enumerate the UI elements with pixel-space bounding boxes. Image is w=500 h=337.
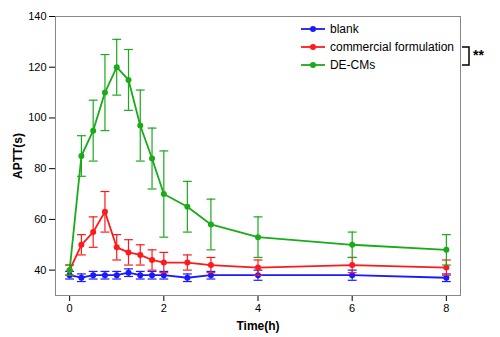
svg-text:80: 80	[34, 162, 46, 174]
svg-text:2: 2	[161, 302, 167, 314]
svg-text:40: 40	[34, 264, 46, 276]
html-text:blank: blank	[330, 22, 359, 36]
svg-text:6: 6	[349, 302, 355, 314]
svg-text:8: 8	[443, 302, 449, 314]
svg-text:140: 140	[28, 10, 46, 22]
svg-text:APTT(s): APTT(s)	[11, 133, 25, 179]
svg-text:4: 4	[255, 302, 261, 314]
html-text:DE-CMs: DE-CMs	[330, 58, 376, 72]
svg-text:Time(h): Time(h)	[236, 319, 279, 333]
svg-text:120: 120	[28, 61, 46, 73]
svg-text:60: 60	[34, 213, 46, 225]
svg-text:0: 0	[67, 302, 73, 314]
svg-text:100: 100	[28, 111, 46, 123]
svg-text:**: **	[473, 47, 484, 63]
html-text:commercial formulation: commercial formulation	[330, 40, 454, 54]
